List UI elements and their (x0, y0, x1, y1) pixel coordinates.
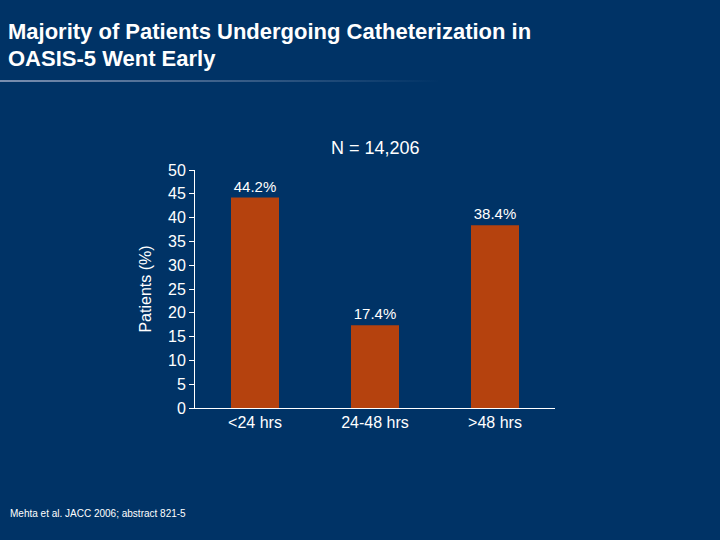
svg-text:44.2%: 44.2% (234, 178, 277, 195)
svg-text:Patients (%): Patients (%) (137, 245, 154, 332)
svg-text:45: 45 (168, 185, 186, 202)
svg-text:20: 20 (168, 304, 186, 321)
svg-text:25: 25 (168, 281, 186, 298)
svg-text:30: 30 (168, 257, 186, 274)
svg-text:35: 35 (168, 233, 186, 250)
svg-text:N = 14,206: N = 14,206 (331, 138, 420, 158)
svg-text:40: 40 (168, 209, 186, 226)
html-text:Mehta et al. JACC 2006; abstra: Mehta et al. JACC 2006; abstract 821-5 (10, 508, 186, 519)
svg-text:>48 hrs: >48 hrs (468, 414, 522, 431)
svg-text:50: 50 (168, 162, 186, 179)
html-text:Majority of Patients Undergoin: Majority of Patients Undergoing Catheter… (8, 19, 532, 71)
svg-text:38.4%: 38.4% (474, 205, 517, 222)
svg-text:15: 15 (168, 328, 186, 345)
svg-text:0: 0 (177, 400, 186, 417)
svg-text:17.4%: 17.4% (354, 305, 397, 322)
svg-text:24-48 hrs: 24-48 hrs (341, 414, 409, 431)
svg-text:5: 5 (177, 376, 186, 393)
svg-text:10: 10 (168, 352, 186, 369)
svg-text:<24 hrs: <24 hrs (228, 414, 282, 431)
